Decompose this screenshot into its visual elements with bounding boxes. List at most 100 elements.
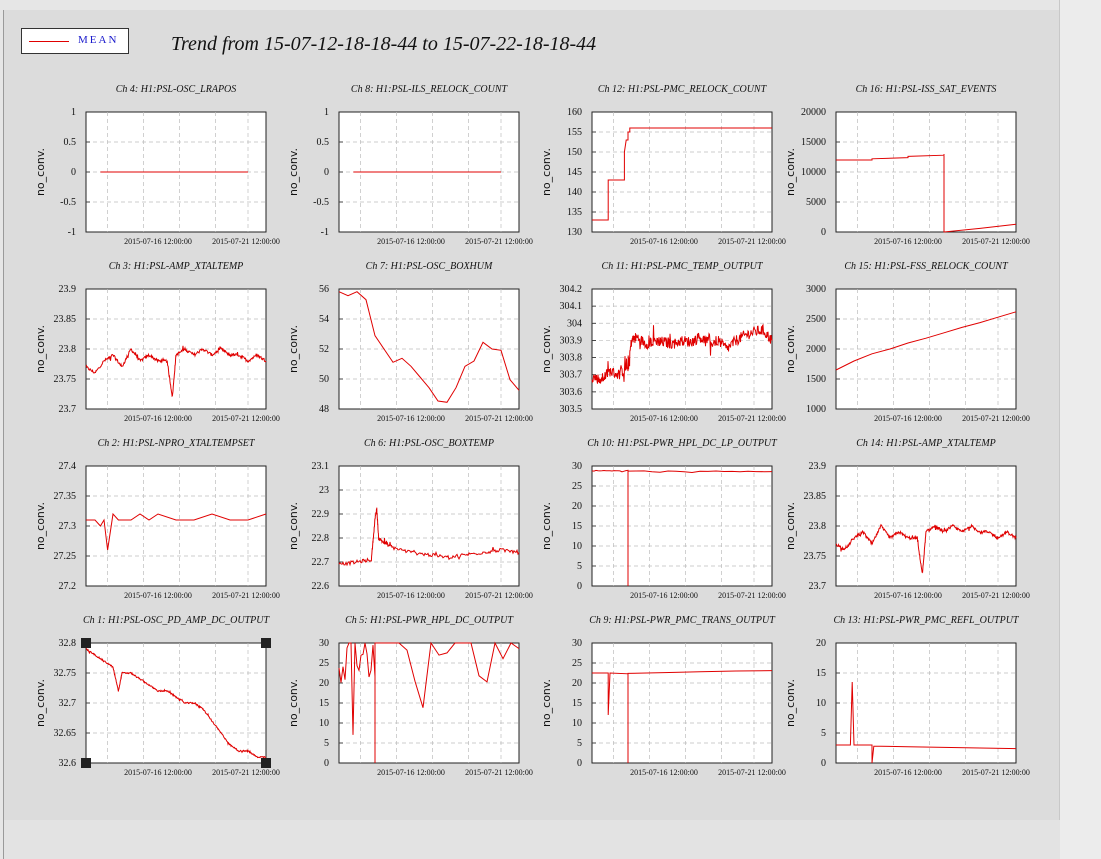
x-tick-label: 2015-07-16 12:00:00 xyxy=(630,768,698,777)
chart-title: Ch 10: H1:PSL-PWR_HPL_DC_LP_OUTPUT xyxy=(587,438,778,449)
series-line-mean xyxy=(338,291,520,403)
y-axis-label: no_conv. xyxy=(287,148,300,196)
bottom-gutter xyxy=(3,820,1060,859)
x-tick-label: 2015-07-16 12:00:00 xyxy=(124,768,192,777)
chart-title: Ch 14: H1:PSL-AMP_XTALTEMP xyxy=(856,438,996,449)
chart-panel-10: Ch 6: H1:PSL-OSC_BOXTEMP 23.1 23 22.9 22.8 22… xyxy=(287,438,533,600)
x-tick-label: 2015-07-16 12:00:00 xyxy=(377,414,445,423)
y-tick-label: 32.75 xyxy=(54,668,77,679)
selection-handle xyxy=(81,758,91,768)
y-tick-label: 145 xyxy=(567,167,582,178)
x-tick-label: 2015-07-16 12:00:00 xyxy=(124,237,192,246)
y-tick-label: -1 xyxy=(68,227,76,238)
y-tick-label: 15 xyxy=(572,521,582,532)
chart-panel-3: Ch 12: H1:PSL-PMC_RELOCK_COUNT 160 155 150 1… xyxy=(540,84,786,246)
y-tick-label: 22.9 xyxy=(312,509,330,520)
legend-line-swatch xyxy=(29,41,69,42)
y-tick-label: 150 xyxy=(567,147,582,158)
y-tick-label: 23.9 xyxy=(59,284,77,295)
y-tick-label: 0.5 xyxy=(64,137,77,148)
y-axis-label: no_conv. xyxy=(34,325,47,373)
chart-title: Ch 9: H1:PSL-PWR_PMC_TRANS_OUTPUT xyxy=(589,615,776,626)
y-axis-label: no_conv. xyxy=(784,502,797,550)
x-tick-label: 2015-07-16 12:00:00 xyxy=(630,414,698,423)
x-tick-label: 2015-07-16 12:00:00 xyxy=(874,591,942,600)
x-tick-label: 2015-07-21 12:00:00 xyxy=(212,768,280,777)
y-tick-label: 5 xyxy=(577,738,582,749)
x-tick-label: 2015-07-21 12:00:00 xyxy=(718,237,786,246)
x-tick-label: 2015-07-16 12:00:00 xyxy=(874,414,942,423)
x-tick-label: 2015-07-21 12:00:00 xyxy=(962,591,1030,600)
y-tick-label: 23.75 xyxy=(54,374,77,385)
y-tick-label: 303.7 xyxy=(560,370,583,381)
y-tick-label: 135 xyxy=(567,207,582,218)
y-tick-label: 27.35 xyxy=(54,491,77,502)
y-tick-label: 15000 xyxy=(801,137,826,148)
chart-title: Ch 12: H1:PSL-PMC_RELOCK_COUNT xyxy=(598,84,768,95)
series-line-mean xyxy=(836,154,1017,233)
selection-handle xyxy=(261,758,271,768)
y-tick-label: 20000 xyxy=(801,107,826,118)
selection-handle xyxy=(261,638,271,648)
y-tick-label: 23.85 xyxy=(54,314,77,325)
y-tick-label: 160 xyxy=(567,107,582,118)
plot-area xyxy=(835,465,1017,587)
y-tick-label: 27.2 xyxy=(59,581,77,592)
x-tick-label: 2015-07-16 12:00:00 xyxy=(377,768,445,777)
y-tick-label: 0 xyxy=(71,167,76,178)
y-tick-label: 23.7 xyxy=(809,581,827,592)
x-tick-label: 2015-07-21 12:00:00 xyxy=(962,768,1030,777)
y-axis-label: no_conv. xyxy=(34,148,47,196)
chart-title: Ch 11: H1:PSL-PMC_TEMP_OUTPUT xyxy=(602,261,764,272)
y-tick-label: 32.6 xyxy=(59,758,77,769)
x-tick-label: 2015-07-21 12:00:00 xyxy=(212,237,280,246)
y-tick-label: -0.5 xyxy=(313,197,329,208)
y-tick-label: 30 xyxy=(572,638,582,649)
y-tick-label: 22.6 xyxy=(312,581,330,592)
x-tick-label: 2015-07-21 12:00:00 xyxy=(212,591,280,600)
chart-title: Ch 1: H1:PSL-OSC_PD_AMP_DC_OUTPUT xyxy=(83,615,271,626)
y-tick-label: 23.1 xyxy=(312,461,330,472)
y-tick-label: 10 xyxy=(816,698,826,709)
y-axis-label: no_conv. xyxy=(784,325,797,373)
y-tick-label: 32.65 xyxy=(54,728,77,739)
y-tick-label: 2000 xyxy=(806,344,826,355)
y-tick-label: 5000 xyxy=(806,197,826,208)
y-tick-label: 15 xyxy=(816,668,826,679)
chart-title: Ch 15: H1:PSL-FSS_RELOCK_COUNT xyxy=(844,261,1009,272)
y-tick-label: 22.7 xyxy=(312,557,330,568)
page-title: Trend from 15-07-12-18-18-44 to 15-07-22… xyxy=(171,33,597,55)
chart-panel-6: Ch 7: H1:PSL-OSC_BOXHUM 56 54 52 50 48 2015-07… xyxy=(287,261,533,423)
y-tick-label: 140 xyxy=(567,187,582,198)
chart-panel-2: Ch 8: H1:PSL-ILS_RELOCK_COUNT 1 0.5 0 -0.5 -1… xyxy=(287,84,533,246)
chart-panel-15: Ch 9: H1:PSL-PWR_PMC_TRANS_OUTPUT 30 25 201… xyxy=(540,615,786,777)
y-tick-label: 20 xyxy=(319,678,329,689)
series-line-mean xyxy=(591,469,773,586)
x-tick-label: 2015-07-16 12:00:00 xyxy=(124,414,192,423)
y-tick-label: 25 xyxy=(572,658,582,669)
y-tick-label: 23.85 xyxy=(804,491,827,502)
series-line-mean xyxy=(592,670,773,763)
y-tick-label: 10 xyxy=(572,541,582,552)
chart-panel-14: Ch 5: H1:PSL-PWR_HPL_DC_OUTPUT 30 25 20 15 10… xyxy=(287,615,533,777)
series-line-mean xyxy=(86,648,267,759)
y-tick-label: 0 xyxy=(821,227,826,238)
y-tick-label: 23.7 xyxy=(59,404,77,415)
x-tick-label: 2015-07-21 12:00:00 xyxy=(465,591,533,600)
series-line-mean xyxy=(835,311,1017,371)
y-tick-label: 32.7 xyxy=(59,698,77,709)
y-axis-label: no_conv. xyxy=(540,679,553,727)
y-tick-label: 0 xyxy=(577,581,582,592)
y-tick-label: 20 xyxy=(816,638,826,649)
chart-panel-8: Ch 15: H1:PSL-FSS_RELOCK_COUNT 3000 2500 20… xyxy=(784,261,1030,423)
y-tick-label: 54 xyxy=(319,314,329,325)
chart-title: Ch 16: H1:PSL-ISS_SAT_EVENTS xyxy=(856,84,997,95)
y-tick-label: 50 xyxy=(319,374,329,385)
y-tick-label: 3000 xyxy=(806,284,826,295)
y-tick-label: 52 xyxy=(319,344,329,355)
y-tick-label: 1 xyxy=(324,107,329,118)
plot-area xyxy=(85,288,267,410)
chart-panel-7: Ch 11: H1:PSL-PMC_TEMP_OUTPUT 304.2 304.1 3… xyxy=(540,261,786,423)
x-tick-label: 2015-07-21 12:00:00 xyxy=(718,591,786,600)
x-tick-label: 2015-07-21 12:00:00 xyxy=(718,414,786,423)
